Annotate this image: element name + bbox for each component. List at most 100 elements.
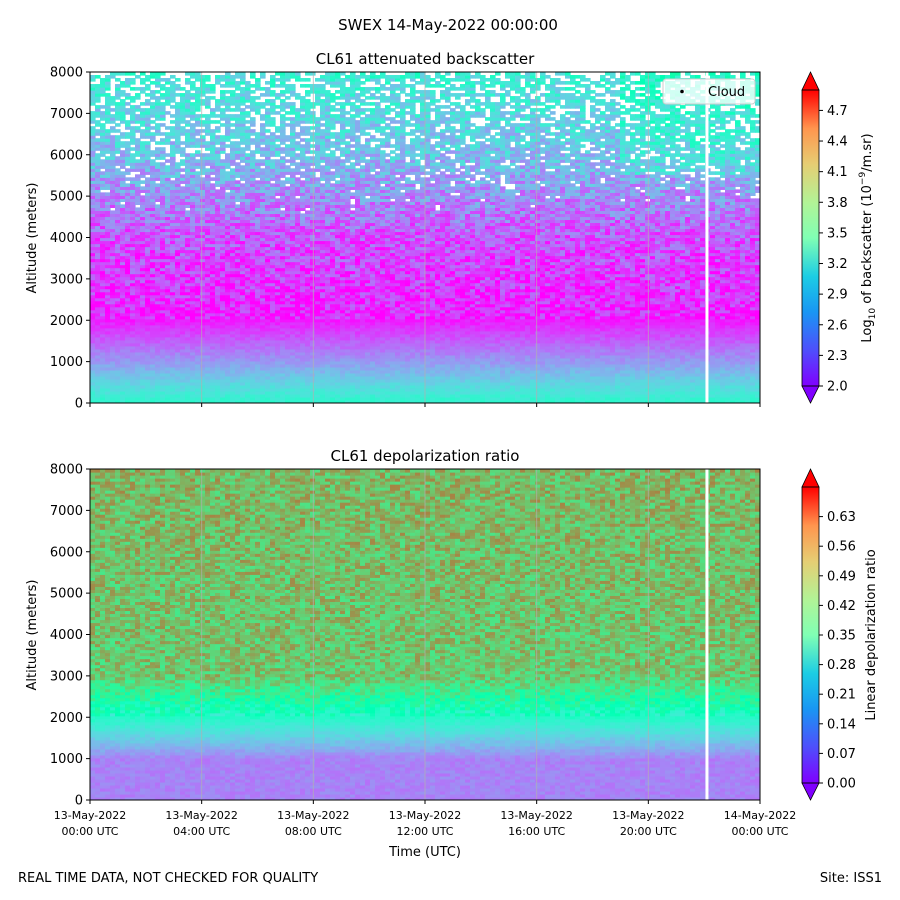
heatmap-cell — [245, 366, 251, 371]
heatmap-cell — [115, 171, 121, 175]
heatmap-cell — [90, 222, 96, 227]
heatmap-cell — [255, 84, 261, 88]
heatmap-cell — [220, 333, 226, 338]
heatmap-cell — [220, 78, 226, 82]
heatmap-cell — [120, 165, 126, 169]
heatmap-cell — [165, 207, 171, 212]
heatmap-cell — [210, 198, 216, 202]
heatmap-cell — [185, 393, 191, 398]
heatmap-cell — [90, 219, 96, 224]
heatmap-cell — [140, 72, 146, 76]
heatmap-cell — [105, 273, 111, 278]
heatmap-cell — [215, 315, 221, 320]
heatmap-cell — [200, 81, 206, 85]
heatmap-cell — [215, 222, 221, 227]
heatmap-cell — [180, 273, 186, 278]
heatmap-cell — [225, 144, 231, 148]
heatmap-cell — [210, 258, 216, 263]
heatmap-cell — [140, 141, 146, 145]
heatmap-cell — [240, 273, 246, 278]
heatmap-cell — [195, 279, 201, 284]
heatmap-cell — [125, 132, 131, 136]
heatmap-cell — [250, 180, 256, 184]
heatmap-cell — [225, 336, 231, 341]
heatmap-cell — [135, 261, 141, 266]
heatmap-cell — [185, 327, 191, 332]
heatmap-cell — [95, 315, 101, 320]
heatmap-cell — [185, 339, 191, 344]
heatmap-cell — [145, 255, 151, 260]
heatmap-cell — [235, 354, 241, 359]
heatmap-cell — [120, 330, 126, 335]
heatmap-cell — [255, 87, 261, 91]
heatmap-cell — [130, 177, 136, 181]
heatmap-cell — [300, 180, 306, 184]
heatmap-cell — [175, 303, 181, 308]
heatmap-cell — [90, 312, 96, 317]
heatmap-cell — [180, 192, 186, 196]
heatmap-cell — [175, 138, 181, 142]
heatmap-cell — [160, 339, 166, 344]
heatmap-cell — [185, 267, 191, 272]
heatmap-cell — [145, 381, 151, 386]
heatmap-cell — [210, 363, 216, 368]
heatmap-cell — [155, 117, 161, 121]
heatmap-cell — [120, 252, 126, 257]
heatmap-cell — [190, 225, 196, 230]
heatmap-cell — [245, 159, 251, 163]
heatmap-cell — [115, 366, 121, 371]
heatmap-cell — [190, 207, 196, 212]
heatmap-cell — [110, 159, 116, 163]
heatmap-cell — [235, 135, 241, 139]
heatmap-cell — [180, 132, 186, 136]
heatmap-cell — [135, 354, 141, 359]
heatmap-cell — [255, 192, 261, 196]
heatmap-cell — [150, 336, 156, 341]
heatmap-cell — [110, 351, 116, 356]
heatmap-cell — [200, 180, 206, 184]
heatmap-cell — [220, 234, 226, 239]
heatmap-cell — [140, 258, 146, 263]
heatmap-cell — [185, 366, 191, 371]
heatmap-cell — [255, 237, 261, 242]
heatmap-cell — [90, 228, 96, 233]
heatmap-cell — [230, 366, 236, 371]
heatmap-cell — [185, 291, 191, 296]
heatmap-cell — [260, 342, 266, 347]
heatmap-cell — [125, 228, 131, 233]
heatmap-cell — [255, 267, 261, 272]
heatmap-cell — [220, 339, 226, 344]
heatmap-cell — [95, 207, 101, 212]
heatmap-cell — [135, 165, 141, 169]
heatmap-cell — [105, 366, 111, 371]
heatmap-cell — [245, 351, 251, 356]
heatmap-cell — [125, 153, 131, 157]
heatmap-cell — [160, 336, 166, 341]
heatmap-cell — [245, 207, 251, 212]
heatmap-cell — [255, 198, 261, 202]
heatmap-cell — [205, 267, 211, 272]
heatmap-cell — [170, 390, 176, 395]
heatmap-cell — [210, 246, 216, 251]
heatmap-cell — [200, 306, 206, 311]
heatmap-cell — [155, 219, 161, 224]
heatmap-cell — [145, 204, 151, 209]
heatmap-cell — [90, 351, 96, 356]
heatmap-cell — [155, 348, 161, 353]
heatmap-cell — [150, 171, 156, 175]
heatmap-cell — [190, 258, 196, 263]
heatmap-cell — [220, 393, 226, 398]
heatmap-cell — [130, 183, 136, 187]
heatmap-cell — [235, 336, 241, 341]
heatmap-cell — [140, 372, 146, 377]
heatmap-cell — [125, 171, 131, 175]
heatmap-cell — [95, 201, 101, 205]
heatmap-cell — [205, 345, 211, 350]
heatmap-cell — [115, 342, 121, 347]
heatmap-cell — [205, 222, 211, 227]
heatmap-cell — [110, 345, 116, 350]
heatmap-cell — [310, 150, 316, 154]
heatmap-cell — [285, 96, 291, 100]
heatmap-cell — [235, 168, 241, 172]
heatmap-cell — [175, 147, 181, 151]
